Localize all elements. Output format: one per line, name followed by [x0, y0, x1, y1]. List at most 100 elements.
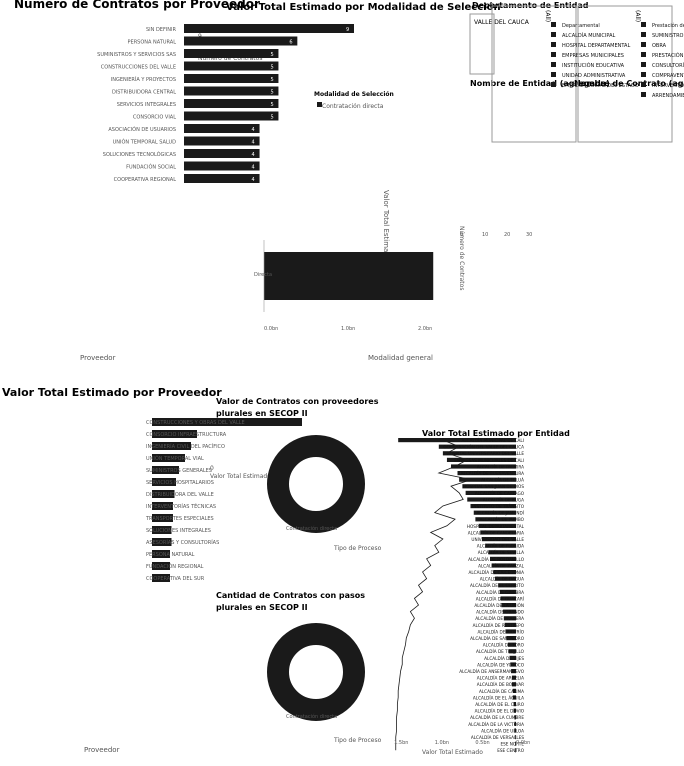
entity-item-label: ALCALDÍA MUNICIPAL — [562, 32, 616, 39]
entity-checkbox[interactable] — [551, 82, 556, 87]
category-label: ALCALDÍA DE PRADERA — [475, 616, 524, 621]
donut-chart-b: Contratación directa — [267, 435, 365, 533]
category-label: ALCALDÍA DE PALMIRA — [477, 464, 524, 469]
category-label: CONSTRUCCIONES Y OBRAS DEL VALLE — [146, 420, 245, 426]
count-tick-label: 20 — [504, 232, 510, 238]
category-label: ALCALDÍA DE ANSERMANUEVO — [459, 669, 524, 674]
bar-value-label: 9 — [346, 27, 349, 33]
panel-title: Número de Contratos por Proveedor — [14, 0, 260, 11]
category-label: ALCALDÍA DE RIOFRÍO — [478, 629, 525, 634]
bar — [485, 543, 516, 548]
bar — [152, 490, 175, 498]
bar — [467, 497, 516, 502]
bar — [152, 550, 170, 558]
y-tick-label: 0.5bn — [475, 740, 489, 746]
bar — [498, 583, 516, 588]
bar — [511, 675, 516, 680]
department-select[interactable] — [469, 13, 495, 75]
bar-value-label: 5 — [270, 65, 273, 71]
category-label: ALCALDÍA DE SEVILLA — [478, 550, 524, 555]
slice-label: Contratación directa — [286, 525, 337, 532]
category-label: ALCALDÍA DE BUENAVENTURA — [461, 471, 524, 476]
bar — [438, 444, 516, 449]
entity-checkbox[interactable] — [551, 62, 556, 67]
entity-checkbox[interactable] — [551, 42, 556, 47]
contract-item-label: PRESTACIÓN DE SERVICIOS DE APOYO — [652, 52, 684, 59]
category-label: ALCALDÍA DE LA VICTORIA — [468, 722, 524, 727]
contract-checkbox[interactable] — [641, 32, 646, 37]
contract-checkbox[interactable] — [641, 72, 646, 77]
entity-checkbox[interactable] — [551, 32, 556, 37]
entity-filter-list: Departamental ALCALDÍA MUNICIPAL HOSPITAL … — [551, 22, 639, 89]
bar — [512, 695, 516, 700]
bar — [152, 454, 185, 462]
bar — [511, 669, 516, 674]
bar — [152, 430, 197, 438]
bar — [184, 49, 279, 58]
entity-item-label: INSTITUCIÓN EDUCATIVA — [562, 62, 625, 69]
donut-chart-a: Contratación directa — [267, 623, 365, 721]
contract-filter-title: Nombre de Contrato (agrupado) — [574, 79, 684, 88]
y-tick-label: 2.0bn — [418, 326, 432, 332]
category-label: ALCALDÍA DE TULUÁ — [481, 478, 524, 483]
category-label: ALCALDÍA DE ZARZAL — [478, 563, 525, 568]
legend-value: 0 — [210, 465, 214, 472]
count-axis-title: Número de Contratos — [458, 226, 465, 290]
bar — [152, 418, 302, 426]
bar — [183, 161, 260, 171]
bar-value-label: 4 — [252, 140, 255, 146]
category-label: UNIÓN TEMPORAL VIAL — [146, 455, 204, 462]
bar — [152, 538, 172, 546]
category-label: CONSORCIO VIAL — [133, 115, 176, 121]
category-label: CONSORCIO INFRAESTRUCTURA — [146, 432, 227, 438]
bar — [465, 490, 516, 495]
contract-checkbox[interactable] — [641, 62, 646, 67]
category-label: ASESORÍAS Y CONSULTORÍAS — [146, 539, 219, 546]
category-label: ALCALDÍA DE FLORIDA — [477, 544, 524, 549]
category-label: COOPERATIVA DEL SUR — [146, 576, 205, 582]
bar — [515, 741, 516, 746]
x-axis-title: Proveedor — [80, 354, 116, 362]
bar — [152, 526, 172, 534]
contract-checkbox[interactable] — [641, 22, 646, 27]
entity-chart: Valor Total Estimado por Entidad Valor To… — [394, 429, 570, 756]
bar — [488, 550, 516, 555]
contract-item-label: CONSULTORÍA — [652, 62, 684, 69]
legend-item: Contratación directa — [322, 103, 384, 110]
contract-checkbox[interactable] — [641, 82, 646, 87]
category-label: SUMINISTROS Y SERVICIOS SAS — [97, 52, 176, 58]
bar — [504, 622, 516, 627]
bar — [481, 537, 516, 542]
entity-checkbox[interactable] — [551, 22, 556, 27]
bar — [152, 562, 170, 570]
bar — [184, 111, 279, 121]
bar — [183, 174, 260, 183]
bar — [514, 728, 516, 733]
bar — [457, 471, 516, 476]
contract-checkbox[interactable] — [641, 42, 646, 47]
donut-b-footer: Tipo de Proceso — [333, 545, 382, 552]
y-tick-label: 1.0bn — [341, 326, 355, 332]
category-label: SOLUCIONES INTEGRALES — [146, 528, 211, 534]
entity-item-label: UNIDAD ADMINISTRATIVA — [562, 73, 626, 79]
entity-checkbox[interactable] — [551, 72, 556, 77]
x-axis-title: Modalidad general — [368, 354, 433, 362]
bar — [508, 649, 516, 654]
y-axis-title: Valor Total Estimado — [382, 190, 390, 261]
category-label: FUNDACIÓN SOCIAL — [126, 164, 176, 171]
entity-item-label: Departamental — [562, 23, 600, 29]
category-label: ALCALDÍA DE VIJES — [484, 656, 524, 661]
category-label: ALCALDÍA DE VERSALLES — [471, 735, 525, 740]
entity-checkbox[interactable] — [551, 52, 556, 57]
bar — [184, 24, 354, 33]
category-label: ALCALDÍA DE JAMUNDÍ — [477, 511, 525, 516]
bar — [505, 629, 516, 634]
bar — [514, 715, 516, 720]
contract-checkbox[interactable] — [641, 92, 646, 97]
contract-checkbox[interactable] — [641, 52, 646, 57]
bar — [470, 504, 516, 509]
bar-value-label: 4 — [252, 152, 255, 158]
category-label: SOLUCIONES TECNOLÓGICAS — [103, 151, 176, 158]
contract-all-header: (All) — [634, 10, 641, 22]
category-label: SIN DEFINIR — [146, 27, 177, 33]
